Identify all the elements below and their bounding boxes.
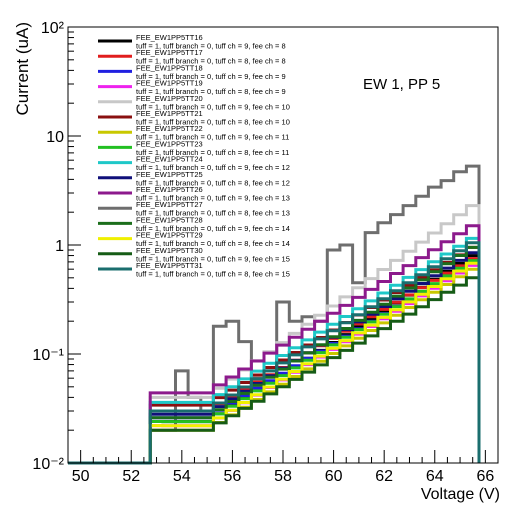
legend-entry-detail: tuff = 1, tuff branch = 0, tuff ch = 8, … xyxy=(136,209,290,218)
legend-entry-name: FEE_EW1PP5TT27 xyxy=(136,200,203,209)
legend-entry-name: FEE_EW1PP5TT24 xyxy=(136,155,203,164)
legend-entry-name: FEE_EW1PP5TT17 xyxy=(136,48,203,57)
x-axis-label: Voltage (V) xyxy=(421,486,500,503)
legend-entry-detail: tuff = 1, tuff branch = 0, tuff ch = 8, … xyxy=(136,148,289,157)
x-tick-label: 52 xyxy=(122,468,140,485)
legend-entry-name: FEE_EW1PP5TT23 xyxy=(136,139,203,148)
legend-entry-name: FEE_EW1PP5TT30 xyxy=(136,246,203,255)
legend-entry-detail: tuff = 1, tuff branch = 0, tuff ch = 9, … xyxy=(136,163,290,172)
legend-entry-name: FEE_EW1PP5TT18 xyxy=(136,63,203,72)
legend-entry-name: FEE_EW1PP5TT16 xyxy=(136,33,203,42)
legend-entry-detail: tuff = 1, tuff branch = 0, tuff ch = 8, … xyxy=(136,239,290,248)
series-line-fee_ew1pp5tt31 xyxy=(68,241,481,465)
y-tick-label: 10⁻² xyxy=(32,456,64,473)
legend-entry-detail: tuff = 1, tuff branch = 0, tuff ch = 9, … xyxy=(136,224,290,233)
legend-entry-detail: tuff = 1, tuff branch = 0, tuff ch = 8, … xyxy=(136,118,290,127)
legend-entry-name: FEE_EW1PP5TT29 xyxy=(136,231,203,240)
y-tick-label: 10 xyxy=(46,129,64,146)
legend-entry-name: FEE_EW1PP5TT20 xyxy=(136,94,203,103)
legend-entry-detail: tuff = 1, tuff branch = 0, tuff ch = 9, … xyxy=(136,72,286,81)
x-tick-label: 64 xyxy=(426,468,444,485)
x-tick-label: 66 xyxy=(476,468,494,485)
series-line-fee_ew1pp5tt26 xyxy=(68,224,481,465)
legend-entry-detail: tuff = 1, tuff branch = 0, tuff ch = 8, … xyxy=(136,178,290,187)
series-layer xyxy=(68,164,481,465)
legend-entry-name: FEE_EW1PP5TT31 xyxy=(136,261,203,270)
series-line-fee_ew1pp5tt30 xyxy=(68,276,481,465)
x-tick-label: 54 xyxy=(173,468,191,485)
y-axis-label: Current (uA) xyxy=(13,22,32,116)
x-tick-label: 50 xyxy=(72,468,90,485)
legend-entry-name: FEE_EW1PP5TT25 xyxy=(136,170,203,179)
legend-entry-detail: tuff = 1, tuff branch = 0, tuff ch = 9, … xyxy=(136,133,289,142)
legend-entry-detail: tuff = 1, tuff branch = 0, tuff ch = 8, … xyxy=(136,57,286,66)
legend-entry-detail: tuff = 1, tuff branch = 0, tuff ch = 8, … xyxy=(136,87,286,96)
x-tick-label: 58 xyxy=(274,468,292,485)
y-tick-label: 10⁻¹ xyxy=(32,347,64,364)
legend-entry-detail: tuff = 1, tuff branch = 0, tuff ch = 9, … xyxy=(136,254,290,263)
x-tick-label: 62 xyxy=(375,468,393,485)
legend-entry-detail: tuff = 1, tuff branch = 0, tuff ch = 9, … xyxy=(136,102,290,111)
legend-entry-name: FEE_EW1PP5TT26 xyxy=(136,185,203,194)
y-tick-label: 10² xyxy=(41,20,65,37)
legend-entry-name: FEE_EW1PP5TT21 xyxy=(136,109,203,118)
y-tick-label: 1 xyxy=(55,238,64,255)
legend-entry-detail: tuff = 1, tuff branch = 0, tuff ch = 8, … xyxy=(136,270,290,279)
legend-entry-name: FEE_EW1PP5TT19 xyxy=(136,79,203,88)
chart-annotation: EW 1, PP 5 xyxy=(363,76,440,93)
x-tick-label: 60 xyxy=(325,468,343,485)
legend-entry-detail: tuff = 1, tuff branch = 0, tuff ch = 9, … xyxy=(136,42,286,51)
legend-entry-detail: tuff = 1, tuff branch = 0, tuff ch = 9, … xyxy=(136,194,290,203)
axis-layer: 50 52 54 56 58 60 62 64 66 10⁻² 10⁻¹ 1 10 10² xyxy=(32,20,499,485)
legend-entry-name: FEE_EW1PP5TT22 xyxy=(136,124,203,133)
x-tick-label: 56 xyxy=(224,468,242,485)
legend-entry-name: FEE_EW1PP5TT28 xyxy=(136,215,203,224)
